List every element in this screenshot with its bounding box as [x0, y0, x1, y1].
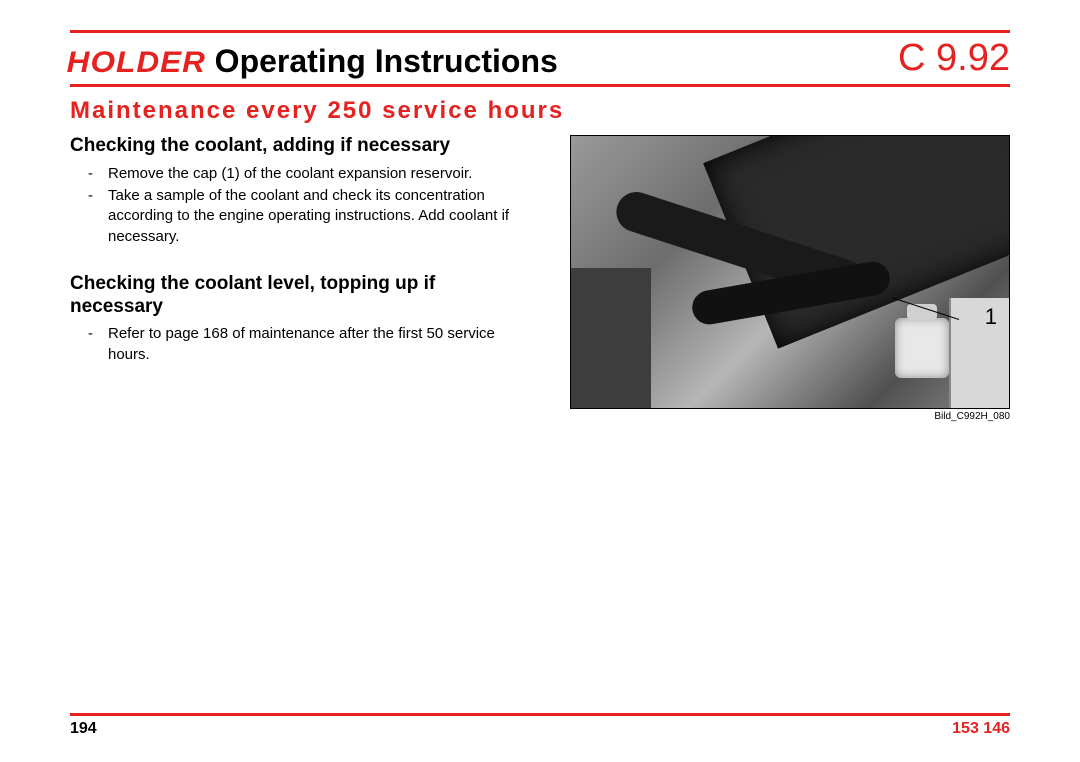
bullet-text: Take a sample of the coolant and check i…: [108, 186, 530, 247]
document-code: C 9.92: [898, 37, 1010, 80]
engine-photo: 1: [570, 135, 1010, 409]
subheading-2: Checking the coolant level, topping up i…: [70, 273, 530, 319]
header: HOLDER Operating Instructions C 9.92: [70, 30, 1010, 87]
bullet-item: - Remove the cap (1) of the coolant expa…: [70, 164, 530, 184]
callout-number: 1: [985, 304, 997, 330]
bullet-item: - Refer to page 168 of maintenance after…: [70, 324, 530, 365]
photo-panel-left: [571, 268, 651, 408]
image-column: 1 Bild_C992H_080: [550, 135, 1010, 422]
subheading-1: Checking the coolant, adding if necessar…: [70, 135, 530, 158]
bullet-text: Refer to page 168 of maintenance after t…: [108, 324, 530, 365]
coolant-reservoir-icon: [895, 318, 949, 378]
text-column: Checking the coolant, adding if necessar…: [70, 135, 530, 422]
dash-icon: -: [88, 324, 108, 365]
header-left: HOLDER Operating Instructions: [70, 43, 558, 80]
photo-panel-right: [949, 298, 1009, 408]
content-row: Checking the coolant, adding if necessar…: [70, 135, 1010, 422]
footer: 194 153 146: [70, 713, 1010, 738]
bullet-text: Remove the cap (1) of the coolant expans…: [108, 164, 530, 184]
figure-caption: Bild_C992H_080: [570, 411, 1010, 422]
header-title: Operating Instructions: [215, 43, 558, 80]
document-number: 153 146: [952, 720, 1010, 738]
dash-icon: -: [88, 164, 108, 184]
section-title: Maintenance every 250 service hours: [70, 97, 1010, 125]
page-number: 194: [70, 720, 97, 738]
bullet-list-2: - Refer to page 168 of maintenance after…: [70, 324, 530, 365]
bullet-item: - Take a sample of the coolant and check…: [70, 186, 530, 247]
brand-logo: HOLDER: [67, 46, 206, 80]
bullet-list-1: - Remove the cap (1) of the coolant expa…: [70, 164, 530, 247]
dash-icon: -: [88, 186, 108, 247]
